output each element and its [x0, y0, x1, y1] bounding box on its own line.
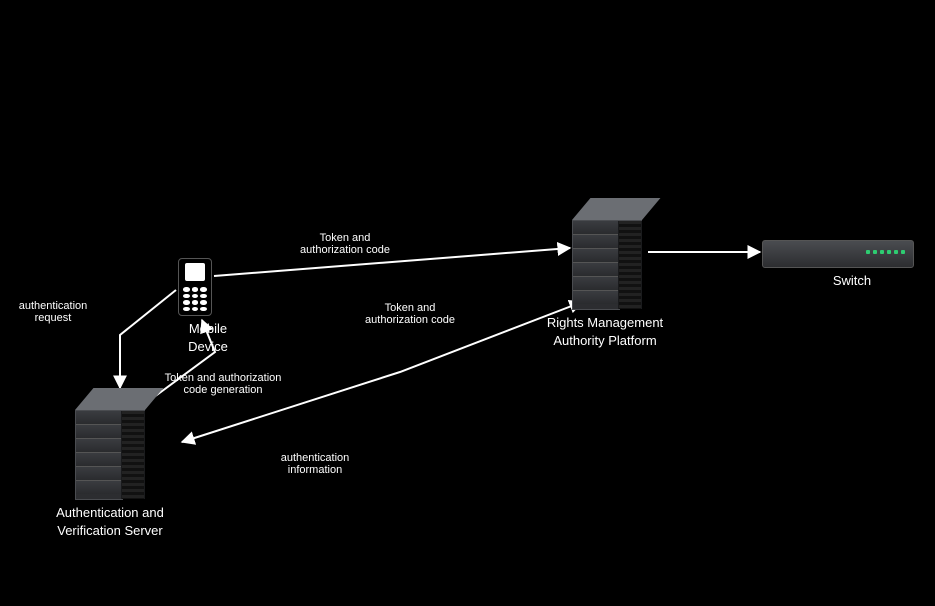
rights-mgmt-platform-node: [572, 198, 642, 308]
auth-verification-server-label: Authentication and Verification Server: [30, 504, 190, 539]
server-icon: [572, 198, 642, 308]
edge-label-auth-request: authentication request: [0, 300, 128, 324]
switch-node: [762, 240, 914, 268]
switch-label: Switch: [772, 272, 932, 290]
edge-label-token-code-2: Token and authorization code: [335, 302, 485, 326]
mobile-device-label: Mobile Device: [128, 320, 288, 355]
rights-mgmt-platform-label: Rights Management Authority Platform: [525, 314, 685, 349]
auth-verification-server-node: [75, 388, 145, 498]
phone-icon: [178, 258, 212, 316]
switch-icon: [762, 240, 914, 268]
mobile-device-node: [178, 258, 212, 316]
server-icon: [75, 388, 145, 498]
diagram-canvas: { "canvas": {"width": 935, "height": 606…: [0, 0, 935, 606]
edge-label-auth-info: authentication information: [240, 452, 390, 476]
edge-label-token-gen: Token and authorization code generation: [148, 372, 298, 396]
edge-label-token-code: Token and authorization code: [270, 232, 420, 256]
